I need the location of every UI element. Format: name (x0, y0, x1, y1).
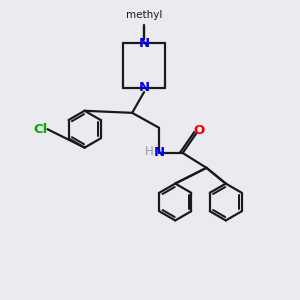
Text: methyl: methyl (126, 10, 162, 20)
Text: Cl: Cl (34, 123, 48, 136)
Text: H: H (145, 145, 154, 158)
Text: N: N (139, 37, 150, 50)
Text: N: N (153, 146, 164, 160)
Text: N: N (139, 81, 150, 94)
Text: O: O (194, 124, 205, 136)
